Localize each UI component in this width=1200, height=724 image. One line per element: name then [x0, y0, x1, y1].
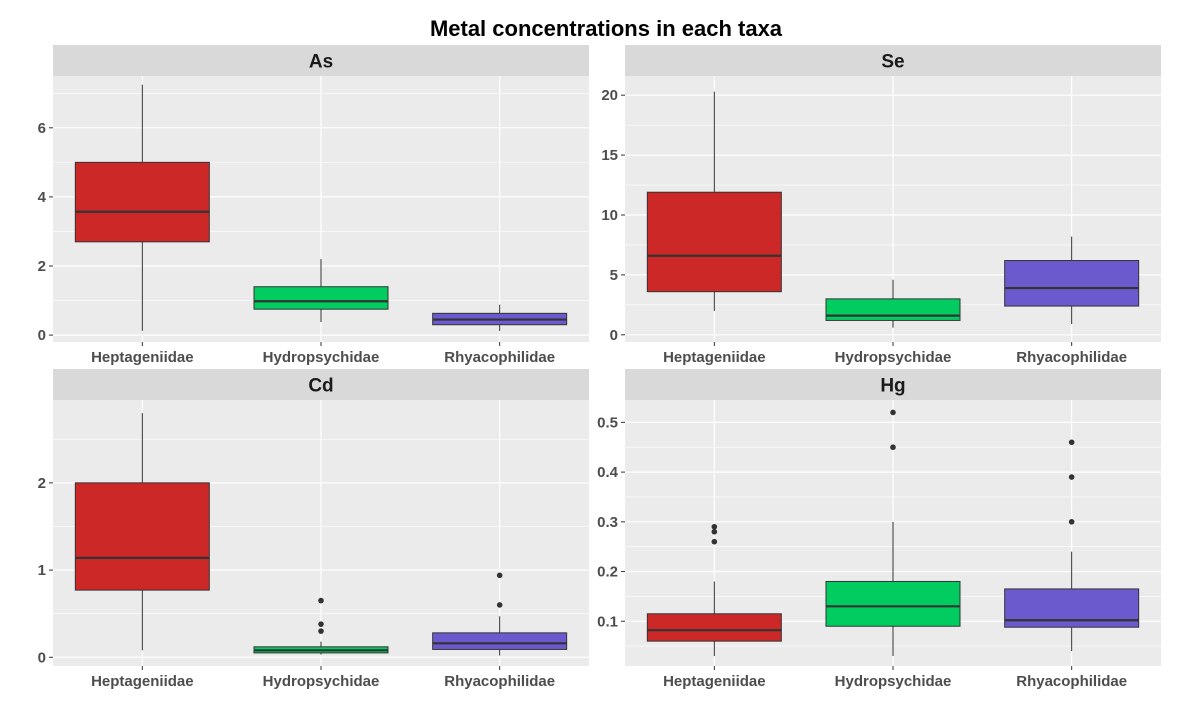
box-body: [825, 298, 961, 321]
box-hydropsychidae: [825, 279, 961, 328]
outlier-point: [711, 538, 718, 545]
x-tick-label: Hydropsychidae: [263, 349, 380, 366]
box-body: [646, 613, 782, 642]
y-tick-label: 0.5: [597, 414, 618, 431]
box-body: [1004, 260, 1140, 307]
y-tick-label: 15: [601, 147, 618, 164]
x-tick-label: Hydropsychidae: [835, 673, 952, 690]
x-tick-label: Rhyacophilidae: [444, 673, 555, 690]
outlier-point: [711, 528, 718, 535]
x-tick-label: Rhyacophilidae: [444, 349, 555, 366]
box-heptageniidae: [74, 84, 210, 331]
outlier-point: [1068, 439, 1075, 446]
outlier-point: [318, 628, 324, 634]
y-tick-label: 4: [38, 189, 47, 206]
x-tick-label: Heptageniidae: [91, 349, 194, 366]
facet-strip-label: Se: [881, 52, 904, 73]
y-tick-label: 0.1: [597, 613, 618, 630]
facet-se: Se 0 5 10 15 20 Heptageniidae Hydropsychidae Rhy…: [601, 45, 1161, 366]
y-tick-label: 1: [38, 562, 46, 579]
y-tick-label: 0.3: [597, 514, 618, 531]
outlier-point: [1068, 474, 1075, 480]
facet-strip-label: Hg: [880, 376, 905, 397]
box-hydropsychidae: [253, 597, 389, 655]
y-tick-label: 5: [610, 267, 618, 284]
box-body: [432, 632, 568, 650]
x-tick-label: Heptageniidae: [91, 673, 194, 690]
y-tick-label: 0.4: [597, 464, 619, 481]
facet-as: As 0 2 4 6 Heptageniidae Hydropsychidae Rhyacop…: [38, 45, 589, 366]
box-rhyacophilidae: [1004, 236, 1140, 325]
box-heptageniidae: [74, 413, 210, 651]
facet-strip: [53, 45, 589, 76]
facet-strip-label: Cd: [308, 376, 333, 397]
box-hydropsychidae: [825, 409, 961, 657]
chart-title: Metal concentrations in each taxa: [430, 16, 783, 41]
facet-hg: Hg 0.1 0.2 0.3 0.4 0.5 Heptageniidae Hydropsych…: [597, 369, 1161, 690]
y-tick-label: 0: [38, 327, 46, 344]
facets: As 0 2 4 6 Heptageniidae Hydropsychidae Rhyacop…: [38, 45, 1161, 690]
outlier-point: [496, 602, 503, 608]
facet-strip: [53, 369, 589, 400]
outlier-point: [890, 444, 896, 451]
box-body: [74, 161, 210, 243]
facet-strip: [625, 369, 1161, 400]
facet-strip: [625, 45, 1161, 76]
y-tick-label: 10: [601, 207, 618, 224]
box-rhyacophilidae: [432, 572, 568, 656]
x-tick-label: Heptageniidae: [663, 349, 766, 366]
outlier-point: [711, 523, 718, 530]
y-tick-label: 20: [601, 87, 618, 104]
x-tick-label: Hydropsychidae: [263, 673, 380, 690]
box-body: [253, 286, 389, 310]
box-body: [646, 191, 782, 293]
box-heptageniidae: [646, 91, 782, 311]
y-tick-label: 2: [38, 258, 46, 275]
x-tick-label: Rhyacophilidae: [1016, 349, 1127, 366]
y-tick-label: 6: [38, 120, 46, 137]
x-tick-label: Heptageniidae: [663, 673, 766, 690]
box-heptageniidae: [646, 523, 782, 657]
facet-cd: Cd 0 1 2 Heptageniidae Hydropsychidae Rhyacoph…: [38, 369, 589, 690]
y-tick-label: 0: [610, 327, 618, 344]
box-body: [1004, 588, 1140, 628]
outlier-point: [318, 597, 324, 604]
outlier-point: [890, 409, 896, 416]
box-body: [74, 482, 210, 591]
outlier-point: [318, 621, 324, 627]
box-hydropsychidae: [253, 259, 389, 322]
outlier-point: [496, 572, 503, 579]
facet-strip-label: As: [309, 52, 333, 73]
outlier-point: [1068, 519, 1075, 525]
box-rhyacophilidae: [1004, 439, 1140, 652]
y-tick-label: 0: [38, 649, 46, 666]
box-body: [825, 580, 961, 627]
y-tick-label: 0.2: [597, 564, 618, 581]
y-tick-label: 2: [38, 475, 46, 492]
x-tick-label: Hydropsychidae: [835, 349, 952, 366]
box-rhyacophilidae: [432, 304, 568, 331]
x-tick-label: Rhyacophilidae: [1016, 673, 1127, 690]
